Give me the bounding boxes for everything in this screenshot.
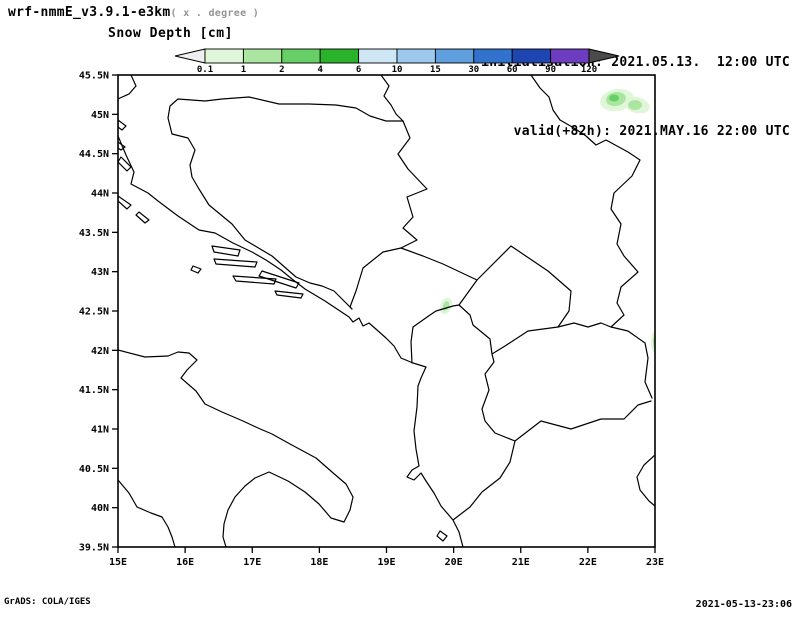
snow-patch-shape (628, 100, 642, 110)
snow-shading-layer (440, 88, 655, 353)
map-outline (380, 75, 404, 122)
map-outline (190, 265, 202, 274)
colorbar-tick-label: 2 (279, 65, 284, 75)
colorbar-tick-label: 4 (317, 65, 323, 75)
map-outline (274, 290, 304, 299)
colorbar-tick-label: 15 (430, 65, 441, 75)
y-axis-tick-label: 40.5N (79, 464, 109, 475)
map-outline (530, 75, 641, 328)
y-axis-tick-label: 43.5N (79, 228, 109, 239)
model-line: wrf-nmmE_v3.9.1-e3km( x . degree ) (8, 5, 259, 20)
coastlines-and-borders (118, 75, 655, 547)
colorbar-tick-label: 60 (507, 65, 518, 75)
y-axis-tick-label: 39.5N (79, 543, 109, 554)
valid-value: 2021.MAY.16 22:00 UTC (611, 124, 790, 139)
map-outline (118, 349, 354, 547)
map-outline (557, 322, 612, 328)
model-name: wrf-nmmE_v3.9.1-e3km (8, 5, 171, 20)
map-outline (118, 75, 137, 100)
map-outline (458, 245, 572, 355)
snow-patch-shape (609, 94, 619, 102)
x-axis-tick-label: 21E (512, 557, 530, 568)
colorbar-tick-label: 10 (392, 65, 403, 75)
map-outline (213, 258, 258, 268)
colorbar-segment (242, 48, 283, 64)
colorbar-segment (319, 48, 360, 64)
header-left: wrf-nmmE_v3.9.1-e3km( x . degree ) Snow … (8, 5, 259, 41)
grads-credit: GrADS: COLA/IGES (4, 597, 91, 607)
map-outline (118, 479, 176, 547)
model-note: ( x . degree ) (170, 8, 260, 19)
valid-label: valid(+82h): (513, 124, 612, 139)
colorbar-underflow-arrow (174, 48, 206, 64)
x-axis-tick-label: 17E (243, 557, 261, 568)
map-outline (118, 195, 132, 210)
x-axis-tick-label: 18E (310, 557, 328, 568)
map-outline (436, 530, 448, 542)
map-outline (211, 245, 241, 257)
map-outline (397, 120, 428, 249)
map-outline (481, 353, 516, 442)
plot-title: Snow Depth [cm] (108, 26, 233, 41)
map-outline (636, 454, 655, 507)
colorbar-segment (281, 48, 321, 64)
initialisation-value: 2021.05.13. 12:00 UTC (603, 55, 790, 70)
valid-line: valid(+82h): 2021.MAY.16 22:00 UTC (481, 120, 790, 143)
y-axis-tick-label: 42.5N (79, 307, 109, 318)
snow-patch-northeast (600, 88, 650, 114)
map-outline (400, 247, 478, 281)
colorbar-segment (396, 48, 436, 64)
x-axis-tick-label: 19E (377, 557, 395, 568)
colorbar-tick-label: 1 (241, 65, 246, 75)
y-axis-tick-label: 42N (91, 346, 109, 357)
colorbar-tick-label: 6 (356, 65, 361, 75)
map-outline (258, 270, 300, 289)
y-axis-tick-label: 44.5N (79, 149, 109, 160)
colorbar-segment (358, 48, 398, 64)
colorbar-overflow-arrow (588, 48, 620, 64)
colorbar-segment (204, 48, 244, 64)
map-outline (135, 211, 150, 224)
y-axis-tick-label: 41N (91, 425, 109, 436)
map-outline (167, 96, 404, 310)
colorbar-tick-label: 120 (581, 65, 597, 75)
x-axis-tick-label: 16E (176, 557, 194, 568)
x-axis-tick-label: 23E (646, 557, 664, 568)
map-outline (349, 247, 402, 310)
map-outline (410, 304, 460, 364)
colorbar-tick-label: 0.1 (197, 65, 213, 75)
map-outline (118, 156, 132, 172)
x-axis-tick-label: 15E (109, 557, 127, 568)
colorbar-segment (550, 48, 590, 64)
axes: 15E 16E 17E 18E 19E 20E 21E 22E 23E 45.5N 45N 44.5N… (79, 71, 664, 569)
y-axis-tick-label: 44N (91, 189, 109, 200)
map-outline (118, 135, 464, 547)
y-axis-tick-label: 43N (91, 267, 109, 278)
y-axis-tick-label: 45.5N (79, 71, 109, 82)
x-axis-tick-label: 20E (445, 557, 463, 568)
colorbar-tick-label: 30 (468, 65, 479, 75)
creation-timestamp: 2021-05-13-23:06 (695, 599, 792, 610)
x-axis-tick-label: 22E (579, 557, 597, 568)
colorbar-segment (511, 48, 552, 64)
map-outline (514, 400, 652, 442)
colorbar-segment (434, 48, 475, 64)
map-frame (117, 74, 656, 548)
y-axis-tick-label: 40N (91, 503, 109, 514)
colorbar-segment (473, 48, 513, 64)
map-outline (232, 275, 277, 285)
map-outline (118, 119, 127, 131)
colorbar-tick-label: 90 (545, 65, 556, 75)
map-outline (452, 440, 516, 521)
map-outline (610, 326, 653, 399)
map-outline (118, 141, 126, 151)
y-axis-tick-label: 45N (91, 110, 109, 121)
y-axis-tick-label: 41.5N (79, 385, 109, 396)
colorbar: 0.1 1 2 4 6 10 15 30 60 90 120 (174, 48, 620, 75)
